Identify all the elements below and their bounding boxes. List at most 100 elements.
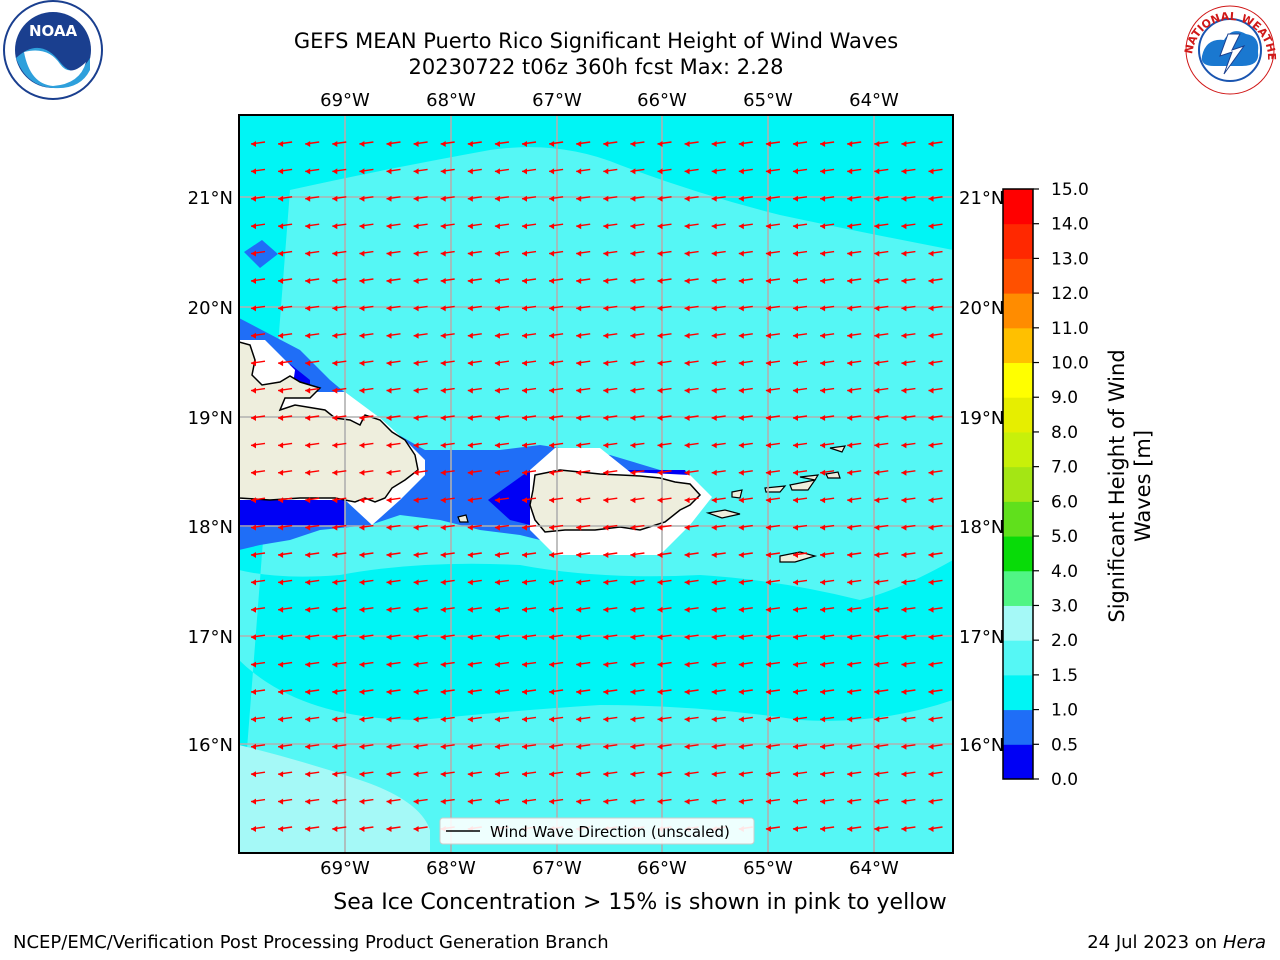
wave-direction-arrow: [278, 689, 293, 695]
wave-direction-arrow: [467, 606, 482, 613]
wave-direction-arrow: [657, 579, 672, 586]
wave-direction-arrow: [765, 387, 780, 394]
wave-direction-arrow: [278, 360, 293, 367]
wave-direction-arrow: [684, 552, 699, 558]
wave-direction-arrow: [792, 360, 808, 367]
wave-direction-arrow: [603, 552, 618, 558]
wave-direction-arrow: [576, 415, 591, 421]
wave-direction-arrow: [874, 141, 889, 147]
wave-direction-arrow: [630, 771, 645, 778]
wave-direction-arrow: [901, 689, 916, 695]
land-st-john: [789, 479, 817, 491]
wave-direction-arrow: [359, 360, 374, 367]
wave-direction-arrow: [467, 360, 482, 367]
wave-direction-arrow: [792, 141, 808, 147]
wave-direction-arrow: [603, 415, 618, 421]
wave-direction-arrow: [630, 743, 645, 750]
wave-direction-arrow: [928, 168, 943, 175]
wave-direction-arrow: [440, 634, 455, 641]
wave-direction-arrow: [603, 606, 618, 613]
wave-direction-arrow: [657, 689, 672, 695]
wave-direction-arrow: [305, 716, 320, 723]
wave-direction-arrow: [630, 442, 645, 449]
wave-direction-arrow: [792, 469, 808, 476]
wave-direction-arrow: [765, 716, 780, 723]
wave-direction-arrow: [549, 278, 564, 284]
lon-label-top: 69°W: [320, 90, 370, 111]
wave-direction-arrow: [359, 634, 374, 641]
wave-direction-arrow: [467, 743, 482, 750]
wave-direction-arrow: [847, 689, 862, 695]
wave-direction-arrow: [657, 743, 672, 750]
wave-direction-arrow: [278, 332, 293, 339]
lon-label-bottom: 64°W: [849, 858, 899, 879]
wave-direction-arrow: [820, 250, 835, 257]
wave-direction-arrow: [765, 415, 780, 421]
land-culebra: [731, 489, 743, 499]
wave-direction-arrow: [765, 360, 780, 367]
lon-label-top: 65°W: [743, 90, 793, 111]
wave-direction-arrow: [440, 689, 455, 695]
wave-direction-arrow: [630, 634, 645, 641]
wave-direction-arrow: [305, 661, 320, 668]
wave-direction-arrow: [521, 634, 537, 641]
wave-direction-arrow: [792, 223, 808, 230]
colorbar-segment: [1003, 397, 1033, 433]
wave-direction-arrow: [305, 141, 320, 147]
lat-label-right: 21°N: [959, 188, 1004, 209]
wave-direction-arrow: [874, 689, 889, 695]
wave-direction-arrow: [440, 442, 455, 449]
wave-direction-arrow: [386, 360, 401, 367]
wave-direction-arrow: [820, 360, 835, 367]
wave-direction-arrow: [792, 798, 808, 805]
wave-direction-arrow: [711, 250, 726, 257]
wave-direction-arrow: [847, 332, 862, 339]
wave-direction-arrow: [630, 360, 645, 367]
wave-direction-arrow: [386, 442, 401, 449]
wave-direction-arrow: [901, 579, 916, 586]
wave-direction-arrow: [847, 305, 862, 312]
wave-direction-arrow: [684, 634, 699, 641]
wave-direction-arrow: [874, 606, 889, 613]
wave-direction-arrow: [630, 223, 645, 230]
wave-direction-arrow: [603, 141, 618, 147]
wave-direction-arrow: [305, 223, 320, 230]
wave-direction-arrow: [711, 415, 726, 421]
wave-direction-arrow: [278, 278, 293, 284]
wave-direction-arrow: [549, 305, 564, 312]
wave-direction-arrow: [494, 305, 509, 312]
wave-direction-arrow: [467, 579, 482, 586]
wave-direction-arrow: [657, 141, 672, 147]
noaa-logo: NOAA: [3, 0, 103, 100]
wave-direction-arrow: [847, 141, 862, 147]
wave-direction-arrow: [278, 771, 293, 778]
wave-direction-arrow: [467, 497, 482, 504]
wave-direction-arrow: [630, 387, 645, 394]
wave-direction-arrow: [521, 415, 537, 421]
wave-direction-arrow: [820, 141, 835, 147]
colorbar-segment: [1003, 605, 1033, 641]
wave-direction-arrow: [278, 606, 293, 613]
wave-direction-arrow: [792, 743, 808, 750]
wave-direction-arrow: [630, 141, 645, 147]
wave-direction-arrow: [467, 250, 482, 257]
wave-direction-arrow: [630, 469, 645, 476]
field-0-0-0-5: [239, 500, 345, 527]
footer-date: 24 Jul 2023 on Hera: [1087, 932, 1266, 953]
wave-direction-arrow: [413, 798, 428, 805]
wave-direction-arrow: [305, 743, 320, 750]
wave-direction-arrow: [630, 552, 645, 558]
wave-direction-arrow: [386, 168, 401, 175]
wave-direction-arrow: [820, 579, 835, 586]
colorbar-segment: [1003, 744, 1033, 780]
wave-direction-arrow: [820, 469, 835, 476]
wave-direction-arrow: [332, 826, 347, 832]
wave-direction-arrow: [874, 497, 889, 504]
colorbar-segment: [1003, 362, 1033, 398]
wave-direction-arrow: [711, 305, 726, 312]
wave-direction-arrow: [440, 771, 455, 778]
colorbar-tick-label: 0.5: [1051, 735, 1078, 755]
land-anegada: [825, 471, 841, 479]
wave-direction-arrow: [847, 278, 862, 284]
wave-direction-arrow: [386, 195, 401, 202]
